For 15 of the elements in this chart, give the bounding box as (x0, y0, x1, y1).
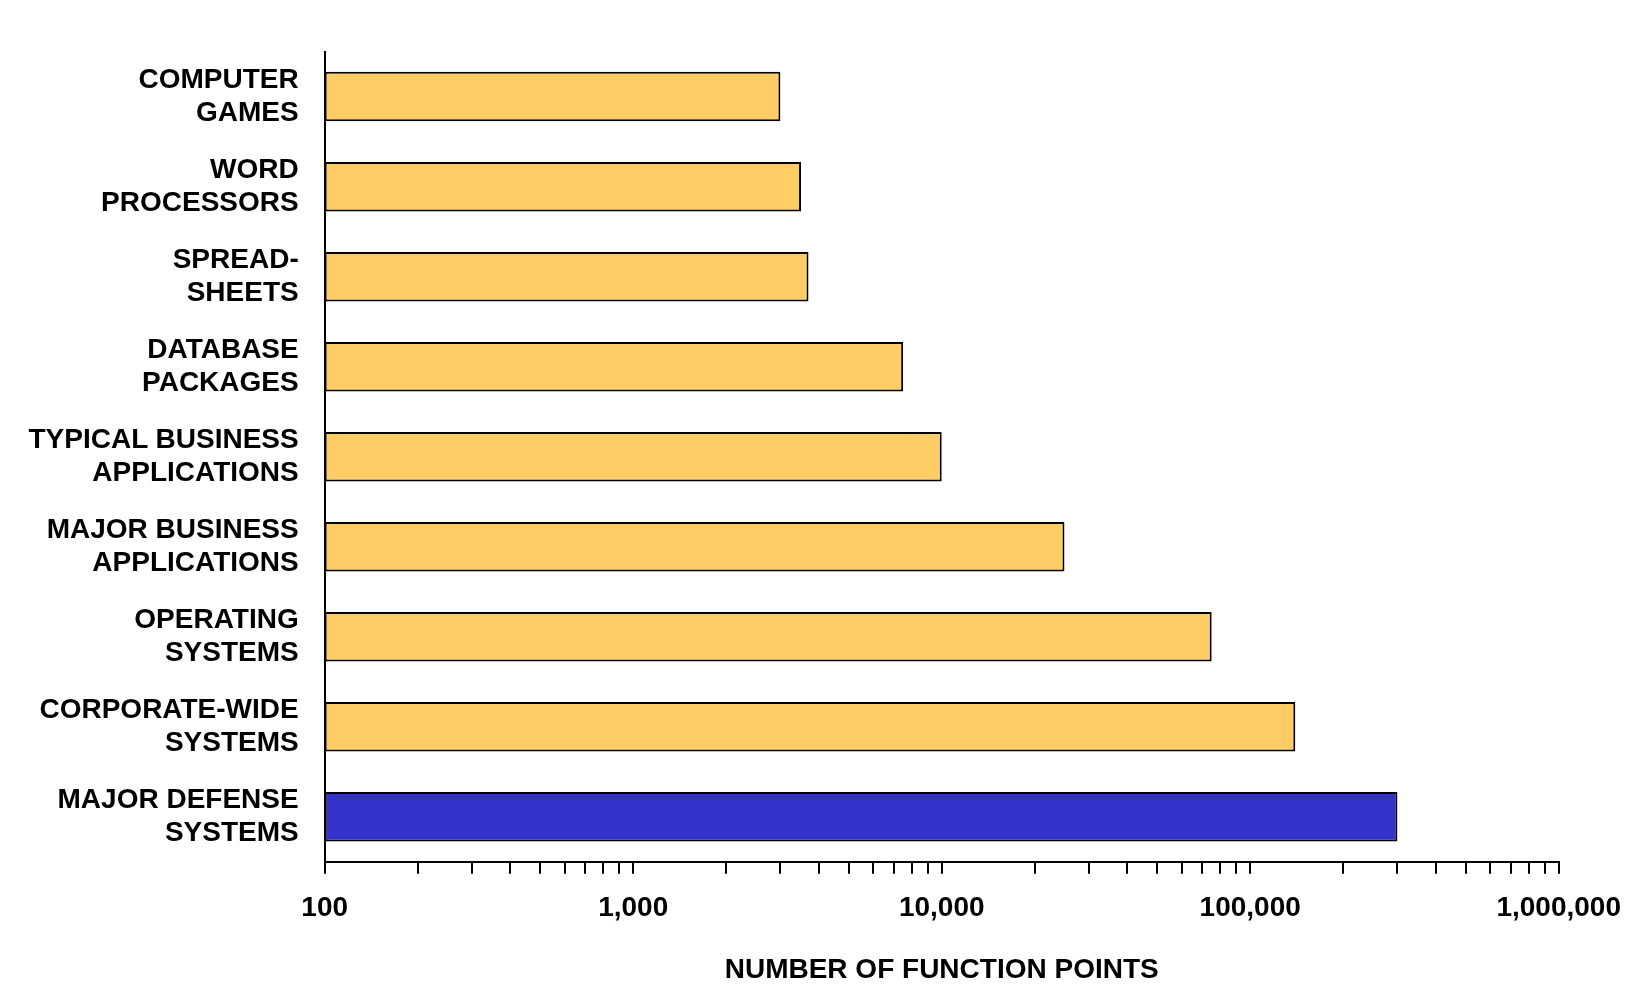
x-tick-label: 1,000 (598, 891, 669, 923)
y-tick-label: SPREAD- SHEETS (172, 242, 299, 308)
y-tick-label: COMPUTER GAMES (138, 62, 299, 128)
y-tick-label: OPERATING SYSTEMS (134, 602, 299, 668)
x-tick-label: 10,000 (898, 891, 985, 923)
y-tick-label: TYPICAL BUSINESS APPLICATIONS (28, 422, 299, 488)
x-axis-title: NUMBER OF FUNCTION POINTS (724, 952, 1159, 984)
y-tick-label: DATABASE PACKAGES (142, 332, 299, 398)
y-tick-label: MAJOR DEFENSE SYSTEMS (57, 782, 299, 848)
y-tick-label: WORD PROCESSORS (101, 152, 299, 218)
x-tick-label: 1,000,000 (1496, 891, 1622, 923)
y-tick-label: CORPORATE-WIDE SYSTEMS (39, 692, 299, 758)
x-tick-label: 100,000 (1199, 891, 1301, 923)
x-tick-label: 100 (301, 891, 349, 923)
y-tick-label: MAJOR BUSINESS APPLICATIONS (46, 512, 299, 578)
